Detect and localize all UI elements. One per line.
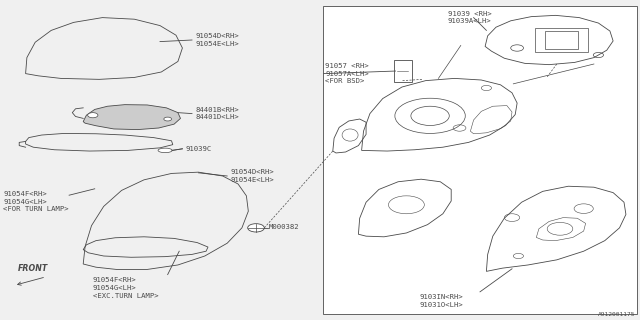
Text: 9103IN<RH>
91031O<LH>: 9103IN<RH> 91031O<LH> [419,294,463,308]
Polygon shape [83,105,180,130]
Text: 91054F<RH>
91054G<LH>
<FOR TURN LAMP>: 91054F<RH> 91054G<LH> <FOR TURN LAMP> [3,191,69,212]
Text: 91039 <RH>
91039A<LH>: 91039 <RH> 91039A<LH> [448,11,492,24]
Text: 91054D<RH>
91054E<LH>: 91054D<RH> 91054E<LH> [195,33,239,47]
Text: 91054F<RH>
91054G<LH>
<EXC.TURN LAMP>: 91054F<RH> 91054G<LH> <EXC.TURN LAMP> [93,277,159,299]
Circle shape [164,117,172,121]
Text: M000382: M000382 [269,224,300,230]
Text: FRONT: FRONT [18,264,49,273]
Text: 91057 <RH>
91057A<LH>
<FOR BSD>: 91057 <RH> 91057A<LH> <FOR BSD> [325,63,369,84]
Circle shape [88,113,98,118]
Text: 91039C: 91039C [186,146,212,152]
Text: 91054D<RH>
91054E<LH>: 91054D<RH> 91054E<LH> [230,169,274,183]
Text: 84401B<RH>
84401D<LH>: 84401B<RH> 84401D<LH> [195,107,239,120]
Text: A912001175: A912001175 [598,312,636,317]
FancyBboxPatch shape [323,6,637,314]
Ellipse shape [158,148,172,153]
Circle shape [248,224,264,232]
